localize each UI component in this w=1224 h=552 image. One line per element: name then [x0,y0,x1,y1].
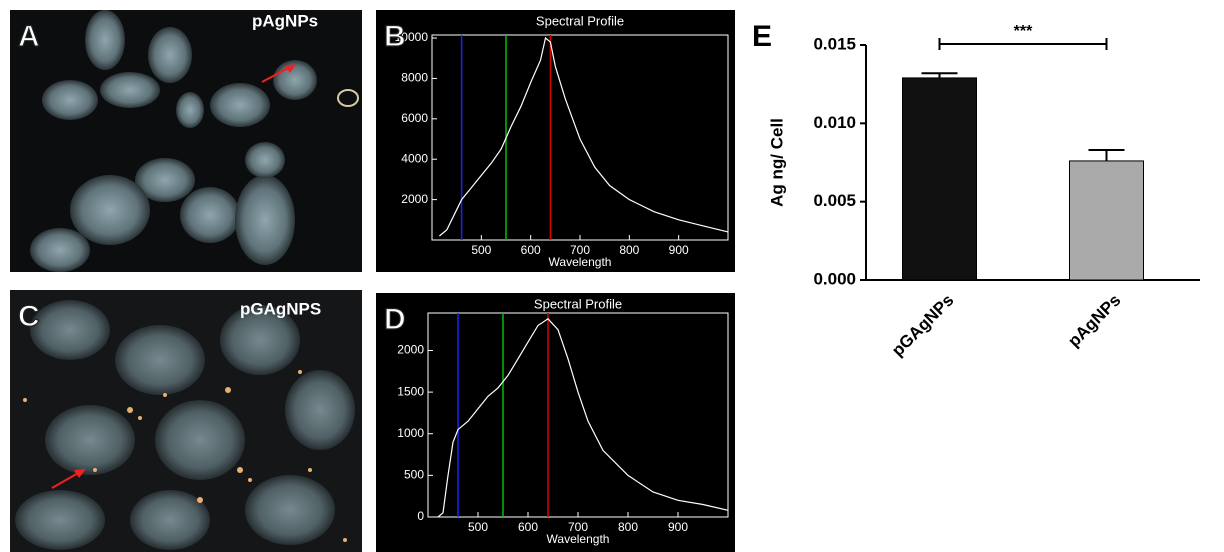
x-tick-label: 900 [668,520,688,534]
x-tick-label: 800 [618,520,638,534]
y-tick-label: 0.005 [813,191,856,210]
spectrum-line [439,36,729,237]
x-tick-label: 700 [570,243,590,257]
x-axis-label: Wavelength [547,532,610,546]
x-tick-label: 600 [521,243,541,257]
panel-letter: E [752,20,772,53]
y-tick-label: 2000 [401,192,428,206]
bar [1069,160,1144,281]
image-label: pGAgNPS [240,299,321,318]
micrograph-c [10,290,362,552]
y-tick-label: 10000 [395,30,429,44]
y-tick-label: 0.010 [813,113,856,132]
panel-letter: C [18,300,40,333]
panel-letter: A [18,20,40,53]
y-tick-label: 1500 [397,384,424,398]
y-tick-label: 1000 [397,426,424,440]
micrograph-a [10,10,362,272]
panel-letter: B [384,20,406,53]
y-axis-label: Ag ng/ Cell [767,118,786,207]
y-tick-label: 0.000 [813,269,856,288]
panel-background [376,10,735,272]
spectrum-line [437,318,729,518]
y-tick-label: 4000 [401,151,428,165]
y-tick-label: 2000 [397,343,424,357]
y-tick-label: 8000 [401,71,428,85]
x-tick-label: 500 [468,520,488,534]
significance-label: *** [1014,23,1033,40]
x-tick-label: 600 [518,520,538,534]
x-axis-label: Wavelength [549,255,612,269]
y-tick-label: 0 [417,509,424,523]
x-tick-label: pGAgNPs [888,291,958,361]
x-tick-label: 500 [471,243,491,257]
y-tick-label: 6000 [401,111,428,125]
x-tick-label: 900 [669,243,689,257]
y-tick-label: 500 [404,468,424,482]
chart-title: Spectral Profile [534,296,622,311]
panel-background [376,293,735,552]
bar [902,77,977,281]
panel-letter: D [384,303,406,336]
image-label: pAgNPs [252,11,318,30]
x-tick-label: pAgNPs [1064,291,1124,351]
x-tick-label: 800 [619,243,639,257]
chart-title: Spectral Profile [536,13,624,28]
y-tick-label: 0.015 [813,34,856,53]
x-tick-label: 700 [568,520,588,534]
